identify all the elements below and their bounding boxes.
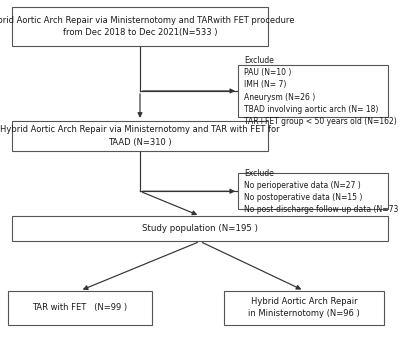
Text: Hybrid Aortic Arch Repair via Ministernotomy and TAR with FET for
TAAD (N=310 ): Hybrid Aortic Arch Repair via Ministerno… <box>0 125 280 147</box>
Text: Hybrid Aortic Arch Repair via Ministernotomy and TARwith FET procedure
from Dec : Hybrid Aortic Arch Repair via Ministerno… <box>0 16 294 37</box>
FancyBboxPatch shape <box>12 121 268 151</box>
Text: Hybrid Aortic Arch Repair
in Ministernotomy (N=96 ): Hybrid Aortic Arch Repair in Ministernot… <box>248 297 360 318</box>
Text: TAR with FET   (N=99 ): TAR with FET (N=99 ) <box>32 303 128 312</box>
Text: Exclude
No perioperative data (N=27 )
No postoperative data (N=15 )
No post-disc: Exclude No perioperative data (N=27 ) No… <box>244 169 400 214</box>
FancyBboxPatch shape <box>224 291 384 325</box>
FancyBboxPatch shape <box>12 216 388 241</box>
FancyBboxPatch shape <box>12 7 268 46</box>
FancyBboxPatch shape <box>238 65 388 117</box>
Text: Exclude
PAU (N=10 )
IMH (N= 7)
Aneurysm (N=26 )
TBAD involving aortic arch (N= 1: Exclude PAU (N=10 ) IMH (N= 7) Aneurysm … <box>244 56 397 126</box>
Text: Study population (N=195 ): Study population (N=195 ) <box>142 224 258 233</box>
FancyBboxPatch shape <box>238 173 388 209</box>
FancyBboxPatch shape <box>8 291 152 325</box>
